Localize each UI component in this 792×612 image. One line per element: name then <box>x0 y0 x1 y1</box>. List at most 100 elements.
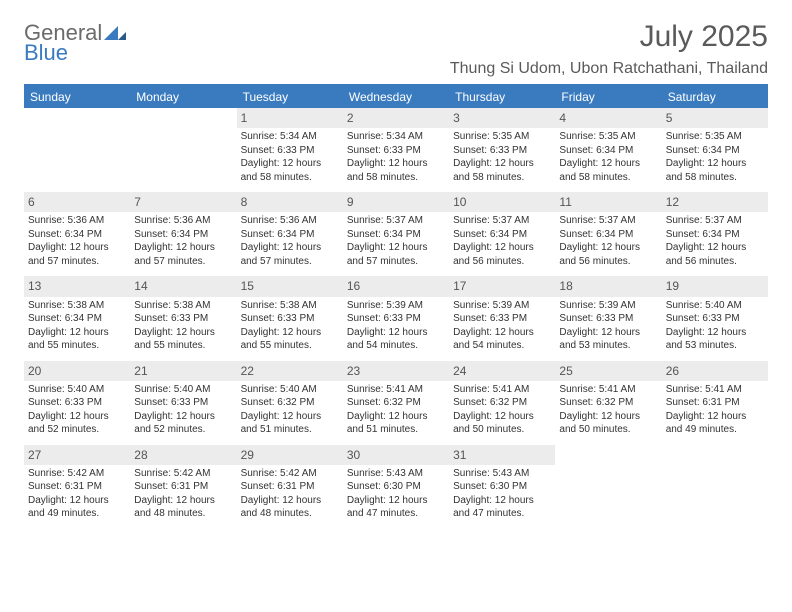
day-details: Sunrise: 5:39 AMSunset: 6:33 PMDaylight:… <box>453 299 551 353</box>
day-details: Sunrise: 5:43 AMSunset: 6:30 PMDaylight:… <box>453 467 551 521</box>
day-number: 14 <box>130 276 236 296</box>
calendar-cell: 19 Sunrise: 5:40 AMSunset: 6:33 PMDayligh… <box>662 276 768 360</box>
day-number: 22 <box>237 361 343 381</box>
day-details: Sunrise: 5:40 AMSunset: 6:33 PMDaylight:… <box>28 383 126 437</box>
calendar-cell: 24Sunrise: 5:41 AMSunset: 6:32 PMDayligh… <box>449 361 555 445</box>
calendar-cell: 13 Sunrise: 5:38 AMSunset: 6:34 PMDayligh… <box>24 276 130 360</box>
day-details: Sunrise: 5:38 AMSunset: 6:34 PMDaylight:… <box>28 299 126 353</box>
calendar-cell: 26Sunrise: 5:41 AMSunset: 6:31 PMDayligh… <box>662 361 768 445</box>
day-number: 28 <box>130 445 236 465</box>
day-details: Sunrise: 5:39 AMSunset: 6:33 PMDaylight:… <box>559 299 657 353</box>
day-header: Tuesday <box>237 86 343 108</box>
calendar-cell <box>130 108 236 192</box>
calendar-row: 6Sunrise: 5:36 AMSunset: 6:34 PMDaylight… <box>24 192 768 276</box>
day-number: 23 <box>343 361 449 381</box>
day-number: 8 <box>237 192 343 212</box>
day-number: 12 <box>662 192 768 212</box>
day-header: Sunday <box>24 86 130 108</box>
calendar-row: 13 Sunrise: 5:38 AMSunset: 6:34 PMDayligh… <box>24 276 768 360</box>
calendar-cell: 31Sunrise: 5:43 AMSunset: 6:30 PMDayligh… <box>449 445 555 529</box>
day-number: 4 <box>555 108 661 128</box>
day-number: 30 <box>343 445 449 465</box>
calendar-cell: 7Sunrise: 5:36 AMSunset: 6:34 PMDaylight… <box>130 192 236 276</box>
day-details: Sunrise: 5:37 AMSunset: 6:34 PMDaylight:… <box>559 214 657 268</box>
calendar-cell: 11Sunrise: 5:37 AMSunset: 6:34 PMDayligh… <box>555 192 661 276</box>
day-details: Sunrise: 5:40 AMSunset: 6:32 PMDaylight:… <box>241 383 339 437</box>
day-details: Sunrise: 5:35 AMSunset: 6:33 PMDaylight:… <box>453 130 551 184</box>
day-number: 19 <box>662 276 768 296</box>
day-number: 7 <box>130 192 236 212</box>
day-number: 21 <box>130 361 236 381</box>
calendar-cell: 16 Sunrise: 5:39 AMSunset: 6:33 PMDayligh… <box>343 276 449 360</box>
calendar-cell <box>555 445 661 529</box>
day-number: 17 <box>449 276 555 296</box>
day-number: 29 <box>237 445 343 465</box>
calendar-cell: 15 Sunrise: 5:38 AMSunset: 6:33 PMDayligh… <box>237 276 343 360</box>
day-header-row: Sunday Monday Tuesday Wednesday Thursday… <box>24 86 768 108</box>
day-header: Saturday <box>662 86 768 108</box>
calendar-cell: 10Sunrise: 5:37 AMSunset: 6:34 PMDayligh… <box>449 192 555 276</box>
calendar-row: 20Sunrise: 5:40 AMSunset: 6:33 PMDayligh… <box>24 361 768 445</box>
day-details: Sunrise: 5:41 AMSunset: 6:31 PMDaylight:… <box>666 383 764 437</box>
day-details: Sunrise: 5:34 AMSunset: 6:33 PMDaylight:… <box>347 130 445 184</box>
day-number: 2 <box>343 108 449 128</box>
day-number: 13 <box>24 276 130 296</box>
day-number: 26 <box>662 361 768 381</box>
calendar-cell <box>662 445 768 529</box>
calendar-cell: 30Sunrise: 5:43 AMSunset: 6:30 PMDayligh… <box>343 445 449 529</box>
day-number: 11 <box>555 192 661 212</box>
calendar-cell: 4Sunrise: 5:35 AMSunset: 6:34 PMDaylight… <box>555 108 661 192</box>
day-number: 1 <box>237 108 343 128</box>
day-details: Sunrise: 5:41 AMSunset: 6:32 PMDaylight:… <box>347 383 445 437</box>
calendar-cell: 17 Sunrise: 5:39 AMSunset: 6:33 PMDayligh… <box>449 276 555 360</box>
day-number: 5 <box>662 108 768 128</box>
day-number: 24 <box>449 361 555 381</box>
calendar-cell: 25Sunrise: 5:41 AMSunset: 6:32 PMDayligh… <box>555 361 661 445</box>
calendar-cell: 28Sunrise: 5:42 AMSunset: 6:31 PMDayligh… <box>130 445 236 529</box>
logo-word2: Blue <box>24 40 768 66</box>
calendar-cell: 29Sunrise: 5:42 AMSunset: 6:31 PMDayligh… <box>237 445 343 529</box>
day-details: Sunrise: 5:41 AMSunset: 6:32 PMDaylight:… <box>559 383 657 437</box>
day-number: 15 <box>237 276 343 296</box>
day-details: Sunrise: 5:40 AMSunset: 6:33 PMDaylight:… <box>134 383 232 437</box>
calendar-cell: 12Sunrise: 5:37 AMSunset: 6:34 PMDayligh… <box>662 192 768 276</box>
calendar-cell <box>24 108 130 192</box>
calendar-cell: 2Sunrise: 5:34 AMSunset: 6:33 PMDaylight… <box>343 108 449 192</box>
day-number: 16 <box>343 276 449 296</box>
day-number: 31 <box>449 445 555 465</box>
day-details: Sunrise: 5:35 AMSunset: 6:34 PMDaylight:… <box>666 130 764 184</box>
day-number: 9 <box>343 192 449 212</box>
day-details: Sunrise: 5:34 AMSunset: 6:33 PMDaylight:… <box>241 130 339 184</box>
calendar-cell: 1Sunrise: 5:34 AMSunset: 6:33 PMDaylight… <box>237 108 343 192</box>
calendar-table: Sunday Monday Tuesday Wednesday Thursday… <box>24 86 768 529</box>
day-details: Sunrise: 5:40 AMSunset: 6:33 PMDaylight:… <box>666 299 764 353</box>
day-details: Sunrise: 5:36 AMSunset: 6:34 PMDaylight:… <box>28 214 126 268</box>
day-details: Sunrise: 5:42 AMSunset: 6:31 PMDaylight:… <box>134 467 232 521</box>
calendar-cell: 14 Sunrise: 5:38 AMSunset: 6:33 PMDayligh… <box>130 276 236 360</box>
day-details: Sunrise: 5:37 AMSunset: 6:34 PMDaylight:… <box>666 214 764 268</box>
calendar-cell: 21Sunrise: 5:40 AMSunset: 6:33 PMDayligh… <box>130 361 236 445</box>
calendar-cell: 9Sunrise: 5:37 AMSunset: 6:34 PMDaylight… <box>343 192 449 276</box>
day-number: 20 <box>24 361 130 381</box>
day-number: 3 <box>449 108 555 128</box>
day-details: Sunrise: 5:38 AMSunset: 6:33 PMDaylight:… <box>134 299 232 353</box>
day-number: 10 <box>449 192 555 212</box>
day-number: 6 <box>24 192 130 212</box>
calendar-cell: 23Sunrise: 5:41 AMSunset: 6:32 PMDayligh… <box>343 361 449 445</box>
day-details: Sunrise: 5:39 AMSunset: 6:33 PMDaylight:… <box>347 299 445 353</box>
day-details: Sunrise: 5:36 AMSunset: 6:34 PMDaylight:… <box>134 214 232 268</box>
day-details: Sunrise: 5:42 AMSunset: 6:31 PMDaylight:… <box>28 467 126 521</box>
calendar-cell: 27Sunrise: 5:42 AMSunset: 6:31 PMDayligh… <box>24 445 130 529</box>
day-header: Thursday <box>449 86 555 108</box>
calendar-cell: 22Sunrise: 5:40 AMSunset: 6:32 PMDayligh… <box>237 361 343 445</box>
calendar-cell: 5Sunrise: 5:35 AMSunset: 6:34 PMDaylight… <box>662 108 768 192</box>
calendar-cell: 8Sunrise: 5:36 AMSunset: 6:34 PMDaylight… <box>237 192 343 276</box>
day-details: Sunrise: 5:35 AMSunset: 6:34 PMDaylight:… <box>559 130 657 184</box>
day-header: Wednesday <box>343 86 449 108</box>
day-details: Sunrise: 5:42 AMSunset: 6:31 PMDaylight:… <box>241 467 339 521</box>
calendar-row: 1Sunrise: 5:34 AMSunset: 6:33 PMDaylight… <box>24 108 768 192</box>
day-number: 27 <box>24 445 130 465</box>
day-details: Sunrise: 5:38 AMSunset: 6:33 PMDaylight:… <box>241 299 339 353</box>
day-number: 18 <box>555 276 661 296</box>
day-details: Sunrise: 5:37 AMSunset: 6:34 PMDaylight:… <box>347 214 445 268</box>
